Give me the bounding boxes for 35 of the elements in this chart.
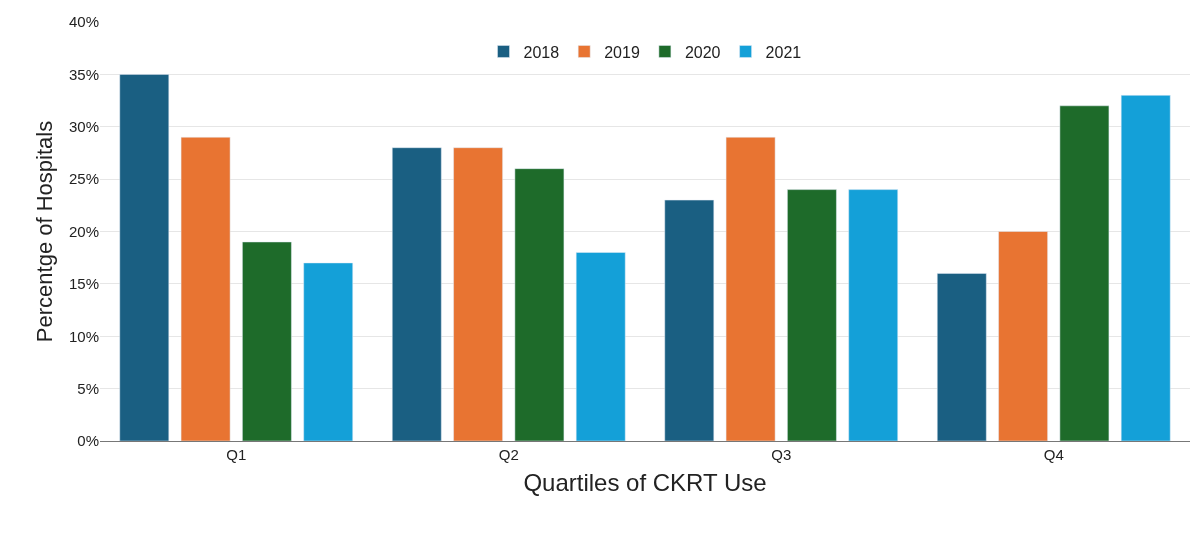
bar xyxy=(453,147,503,441)
y-tick-label: 30% xyxy=(68,118,99,135)
x-tick-label: Q1 xyxy=(226,446,247,463)
bar xyxy=(1059,105,1110,441)
y-tick-label: 5% xyxy=(77,379,99,397)
bar xyxy=(303,262,353,441)
x-tick-label: Q4 xyxy=(1043,446,1064,463)
legend-label: 2019 xyxy=(604,43,640,61)
legend-label: 2020 xyxy=(684,43,721,61)
y-tick-label: 15% xyxy=(68,275,99,293)
bar xyxy=(725,136,776,441)
bar xyxy=(514,168,565,441)
bar xyxy=(664,199,715,441)
bar xyxy=(119,74,170,441)
x-tick-label: Q3 xyxy=(771,446,792,463)
y-tick-label: 20% xyxy=(68,222,99,240)
legend-label: 2021 xyxy=(765,43,802,61)
bar xyxy=(1120,95,1171,441)
y-axis-title: Percentge of Hospitals xyxy=(31,120,57,343)
y-tick-label: 40% xyxy=(68,13,99,31)
bar xyxy=(180,136,231,441)
x-tick-label: Q2 xyxy=(498,446,519,463)
y-tick-label: 10% xyxy=(68,327,99,345)
y-tick-label: 0% xyxy=(77,432,99,450)
bar xyxy=(848,189,898,441)
bar xyxy=(242,241,292,441)
y-tick-label: 35% xyxy=(68,65,99,83)
bar xyxy=(937,273,987,441)
x-axis-title: Quartiles of CKRT Use xyxy=(523,469,767,497)
bar xyxy=(575,252,626,441)
bar xyxy=(998,231,1048,441)
bar xyxy=(392,147,442,441)
legend-label: 2018 xyxy=(523,43,560,61)
bar xyxy=(787,189,837,441)
y-tick-label: 25% xyxy=(68,170,99,188)
